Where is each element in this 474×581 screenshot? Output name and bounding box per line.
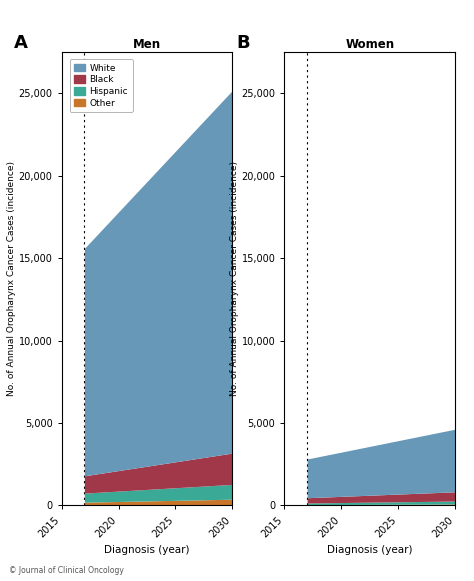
Text: B: B — [237, 34, 250, 52]
Y-axis label: No. of Annual Oropharynx Cancer Cases (incidence): No. of Annual Oropharynx Cancer Cases (i… — [7, 162, 16, 396]
Title: Women: Women — [345, 38, 394, 51]
Text: © Journal of Clinical Oncology: © Journal of Clinical Oncology — [9, 566, 124, 575]
Title: Men: Men — [133, 38, 161, 51]
Legend: White, Black, Hispanic, Other: White, Black, Hispanic, Other — [70, 59, 133, 112]
Y-axis label: No. of Annual Oropharynx Cancer Cases (incidence): No. of Annual Oropharynx Cancer Cases (i… — [229, 162, 238, 396]
X-axis label: Diagnosis (year): Diagnosis (year) — [104, 545, 190, 555]
X-axis label: Diagnosis (year): Diagnosis (year) — [327, 545, 412, 555]
Text: A: A — [14, 34, 27, 52]
